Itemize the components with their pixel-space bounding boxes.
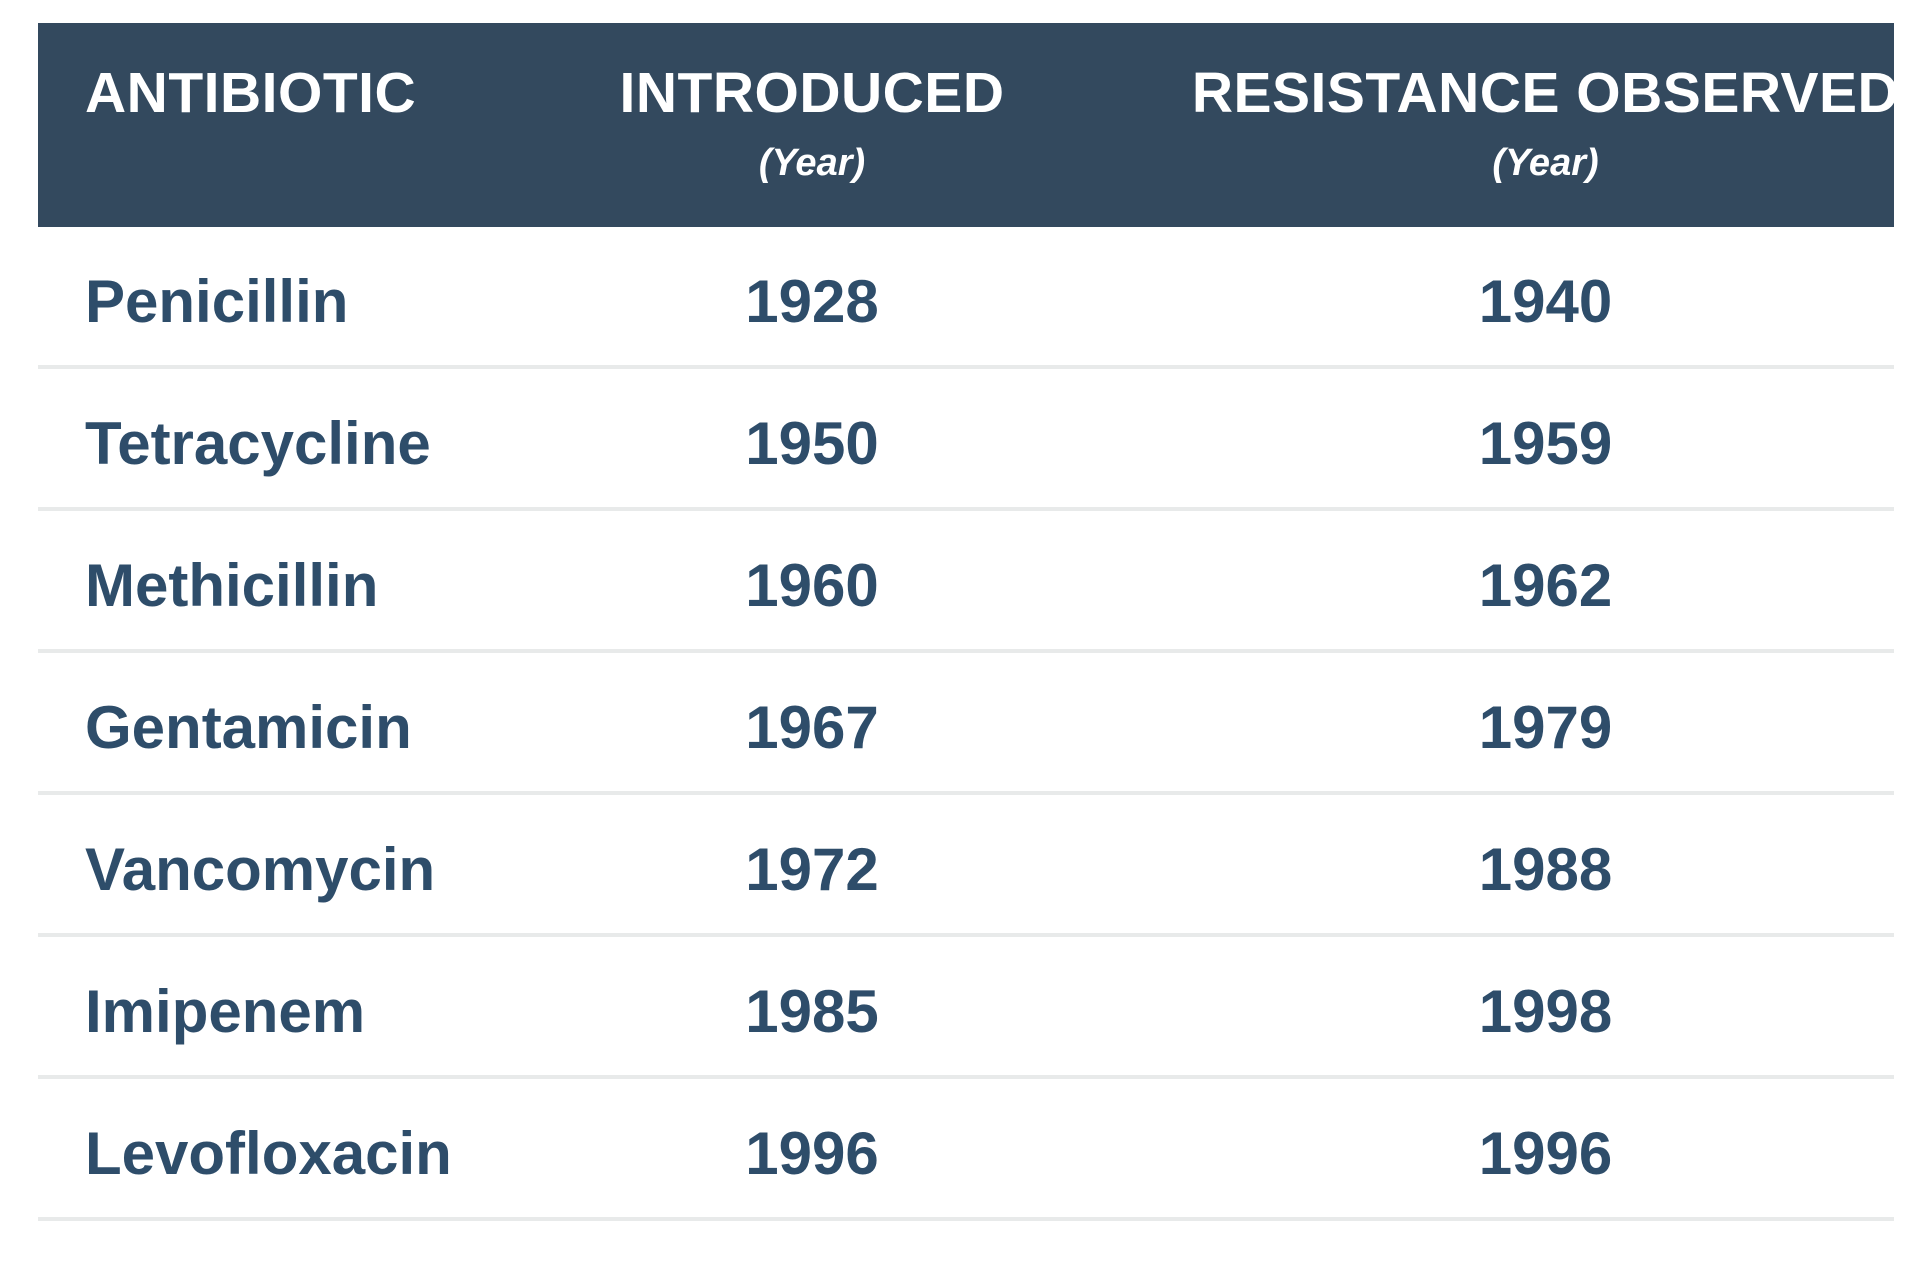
resistance-year-cell: 1996 — [1197, 1079, 1894, 1217]
introduced-year-cell: 1996 — [427, 1079, 1197, 1217]
table-row: Methicillin 1960 1962 — [38, 511, 1894, 653]
introduced-year-cell: 1985 — [427, 937, 1197, 1075]
introduced-year-cell: 1960 — [427, 511, 1197, 649]
antibiotic-name-cell: Levofloxacin — [38, 1079, 452, 1217]
header-cell-antibiotic: ANTIBIOTIC — [38, 23, 427, 227]
table-body: Penicillin 1928 1940 Tetracycline 1950 1… — [38, 227, 1894, 1221]
introduced-year: 1950 — [745, 409, 879, 477]
introduced-year: 1928 — [745, 267, 879, 335]
antibiotic-name-cell: Tetracycline — [38, 369, 431, 507]
table-row: Penicillin 1928 1940 — [38, 227, 1894, 369]
introduced-year-cell: 1972 — [427, 795, 1197, 933]
antibiotic-name-cell: Gentamicin — [38, 653, 427, 791]
table-row: Vancomycin 1972 1988 — [38, 795, 1894, 937]
antibiotic-resistance-table: ANTIBIOTIC INTRODUCED (Year) RESISTANCE … — [38, 23, 1899, 1221]
antibiotic-name: Gentamicin — [85, 693, 412, 761]
introduced-year: 1972 — [745, 835, 879, 903]
table-row: Levofloxacin 1996 1996 — [38, 1079, 1894, 1221]
resistance-year: 1979 — [1478, 693, 1613, 761]
antibiotic-name-cell: Penicillin — [38, 227, 427, 365]
table-row: Gentamicin 1967 1979 — [38, 653, 1894, 795]
antibiotic-name: Imipenem — [85, 977, 366, 1045]
header-antibiotic-label: ANTIBIOTIC — [85, 61, 417, 125]
introduced-year: 1960 — [745, 551, 879, 619]
resistance-year: 1959 — [1478, 409, 1613, 477]
introduced-year-cell: 1928 — [427, 227, 1197, 365]
antibiotic-name-cell: Methicillin — [38, 511, 427, 649]
resistance-year: 1998 — [1478, 977, 1613, 1045]
header-introduced-label: INTRODUCED — [619, 61, 1005, 125]
introduced-year: 1996 — [745, 1119, 879, 1187]
introduced-year-cell: 1950 — [427, 369, 1197, 507]
resistance-year: 1988 — [1478, 835, 1613, 903]
resistance-year-cell: 1998 — [1197, 937, 1894, 1075]
antibiotic-name: Tetracycline — [85, 409, 431, 477]
antibiotic-name-cell: Imipenem — [38, 937, 427, 1075]
antibiotic-name: Vancomycin — [85, 835, 436, 903]
header-cell-resistance-observed: RESISTANCE OBSERVED (Year) — [1192, 23, 1899, 227]
resistance-year-cell: 1979 — [1197, 653, 1894, 791]
antibiotic-name: Methicillin — [85, 551, 379, 619]
resistance-year-cell: 1988 — [1197, 795, 1894, 933]
introduced-year-cell: 1967 — [427, 653, 1197, 791]
resistance-year: 1996 — [1478, 1119, 1613, 1187]
table-row: Imipenem 1985 1998 — [38, 937, 1894, 1079]
table-row: Tetracycline 1950 1959 — [38, 369, 1894, 511]
header-cell-introduced: INTRODUCED (Year) — [427, 23, 1197, 227]
antibiotic-name-cell: Vancomycin — [38, 795, 435, 933]
resistance-year-cell: 1959 — [1197, 369, 1894, 507]
header-resistance-observed-label: RESISTANCE OBSERVED — [1191, 61, 1900, 125]
antibiotic-name: Levofloxacin — [85, 1119, 452, 1187]
resistance-year: 1940 — [1478, 267, 1613, 335]
table-header-row: ANTIBIOTIC INTRODUCED (Year) RESISTANCE … — [38, 23, 1899, 227]
introduced-year: 1985 — [745, 977, 879, 1045]
header-resistance-observed-unit-label: (Year) — [1492, 142, 1599, 184]
resistance-year-cell: 1962 — [1197, 511, 1894, 649]
header-introduced-unit-label: (Year) — [758, 142, 866, 184]
introduced-year: 1967 — [745, 693, 879, 761]
resistance-year: 1962 — [1478, 551, 1613, 619]
resistance-year-cell: 1940 — [1197, 227, 1894, 365]
antibiotic-name: Penicillin — [85, 267, 349, 335]
